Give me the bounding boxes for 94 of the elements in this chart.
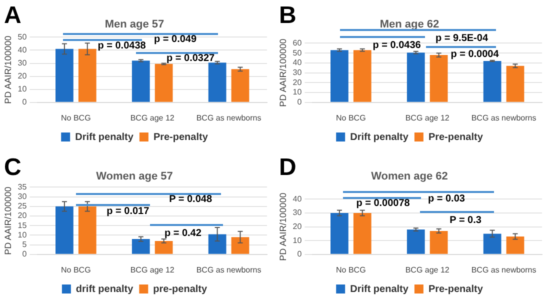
x-tick-label: BCG as newborns xyxy=(196,265,262,274)
bar xyxy=(231,69,250,102)
bar xyxy=(56,206,74,254)
annotation: p = 0.049 xyxy=(154,34,197,45)
y-tick-label: 10 xyxy=(292,88,302,97)
y-tick-label: 10 xyxy=(18,84,28,94)
x-tick-label: No BCG xyxy=(336,265,366,274)
legend-label: Pre-penalty xyxy=(428,132,484,143)
legend-label: Drift penalty xyxy=(350,132,409,143)
annotation: p = 0.0438 xyxy=(98,40,146,52)
y-tick-label: 30 xyxy=(292,68,302,78)
bar xyxy=(208,62,226,102)
y-tick-label: 40 xyxy=(292,194,302,204)
y-tick-label: 40 xyxy=(292,58,302,68)
x-tick-label: BCG as newborns xyxy=(471,265,536,274)
y-tick-label: 20 xyxy=(292,78,302,87)
text: A xyxy=(4,2,22,30)
bar xyxy=(430,230,448,254)
bar xyxy=(330,50,348,102)
y-tick-label: 5 xyxy=(22,240,28,250)
bar xyxy=(353,50,372,102)
y-tick-label: 0 xyxy=(22,98,28,107)
x-tick-label: BCG age 12 xyxy=(405,113,450,122)
annotation: p = 0.0327 xyxy=(166,52,216,64)
y-tick-label: 20 xyxy=(18,211,28,220)
y-tick-label: 10 xyxy=(18,230,28,240)
legend-label: Pre-penalty xyxy=(153,132,208,143)
y-tick-label: 50 xyxy=(18,32,28,42)
y-tick-label: 15 xyxy=(18,220,28,230)
annotation: P = 0.3 xyxy=(450,214,482,226)
bar xyxy=(208,234,226,254)
legend-label: drift penalty xyxy=(76,284,134,295)
y-tick-label: 50 xyxy=(292,48,302,58)
chart-title: Men age 57 xyxy=(104,18,164,31)
bar xyxy=(330,213,348,254)
bar xyxy=(154,64,173,102)
annotation: p = 0.0436 xyxy=(372,40,422,51)
x-tick-label: BCG age 12 xyxy=(130,113,175,122)
x-tick-label: No BCG xyxy=(61,113,91,122)
legend-label: Pre-penalty xyxy=(428,284,484,295)
y-tick-label: 20 xyxy=(292,222,302,232)
y-tick-label: 30 xyxy=(18,58,28,68)
y-axis-title: PD AAIR/100000 xyxy=(278,192,288,261)
legend-label: Drift penalty xyxy=(350,284,409,295)
bar xyxy=(353,213,372,254)
annotation: p = 0.42 xyxy=(164,228,202,240)
chart-title: Women age 57 xyxy=(96,170,173,183)
bar xyxy=(483,60,502,102)
text: C xyxy=(4,154,22,182)
chart-title: Men age 62 xyxy=(380,18,440,31)
y-tick-label: 0 xyxy=(297,250,302,259)
bar xyxy=(406,52,425,102)
bar xyxy=(483,234,502,254)
y-tick-label: 25 xyxy=(18,202,28,211)
bar xyxy=(231,237,250,254)
chart-title: Women age 62 xyxy=(371,170,448,183)
text: B xyxy=(279,2,296,30)
bar xyxy=(78,206,96,254)
y-tick-label: 0 xyxy=(297,98,302,107)
y-axis-title: PD AAIR/100000 xyxy=(2,186,13,255)
bar xyxy=(56,48,74,102)
bar xyxy=(132,60,150,102)
x-tick-label: BCG age 12 xyxy=(130,265,175,274)
annotation: p = 0.00078 xyxy=(356,198,410,210)
y-tick-label: 30 xyxy=(292,208,302,218)
bar xyxy=(154,240,173,254)
y-axis-title: PD AAIR/100000 xyxy=(2,36,13,104)
bar xyxy=(132,239,150,254)
legend-label: pre-penalty xyxy=(153,284,208,295)
bar xyxy=(506,66,524,102)
bar xyxy=(78,48,96,102)
x-tick-label: BCG as newborns xyxy=(196,113,262,122)
bar xyxy=(406,230,425,254)
annotation: p = 0.017 xyxy=(106,206,150,218)
legend-label: Drift penalty xyxy=(75,132,134,143)
x-tick-label: BCG age 12 xyxy=(405,265,450,274)
annotation: p = 9.5E-04 xyxy=(435,33,488,44)
annotation: p = 0.0004 xyxy=(450,48,500,60)
y-axis-title: PD AAIR/100000 xyxy=(278,38,288,107)
y-tick-label: 0 xyxy=(22,250,28,259)
y-tick-label: 60 xyxy=(292,38,302,48)
x-tick-label: No BCG xyxy=(336,113,366,122)
annotation: p = 0.03 xyxy=(428,193,466,204)
x-tick-label: BCG as newborns xyxy=(471,113,536,122)
y-tick-label: 20 xyxy=(18,72,28,81)
bar xyxy=(506,236,524,254)
annotation: P = 0.048 xyxy=(169,194,212,206)
y-tick-label: 40 xyxy=(18,45,28,54)
x-tick-label: No BCG xyxy=(61,265,91,274)
y-tick-label: 10 xyxy=(292,236,302,245)
text: D xyxy=(279,154,296,182)
y-tick-label: 30 xyxy=(18,192,28,202)
bar xyxy=(430,55,448,102)
y-tick-label: 35 xyxy=(18,182,28,192)
